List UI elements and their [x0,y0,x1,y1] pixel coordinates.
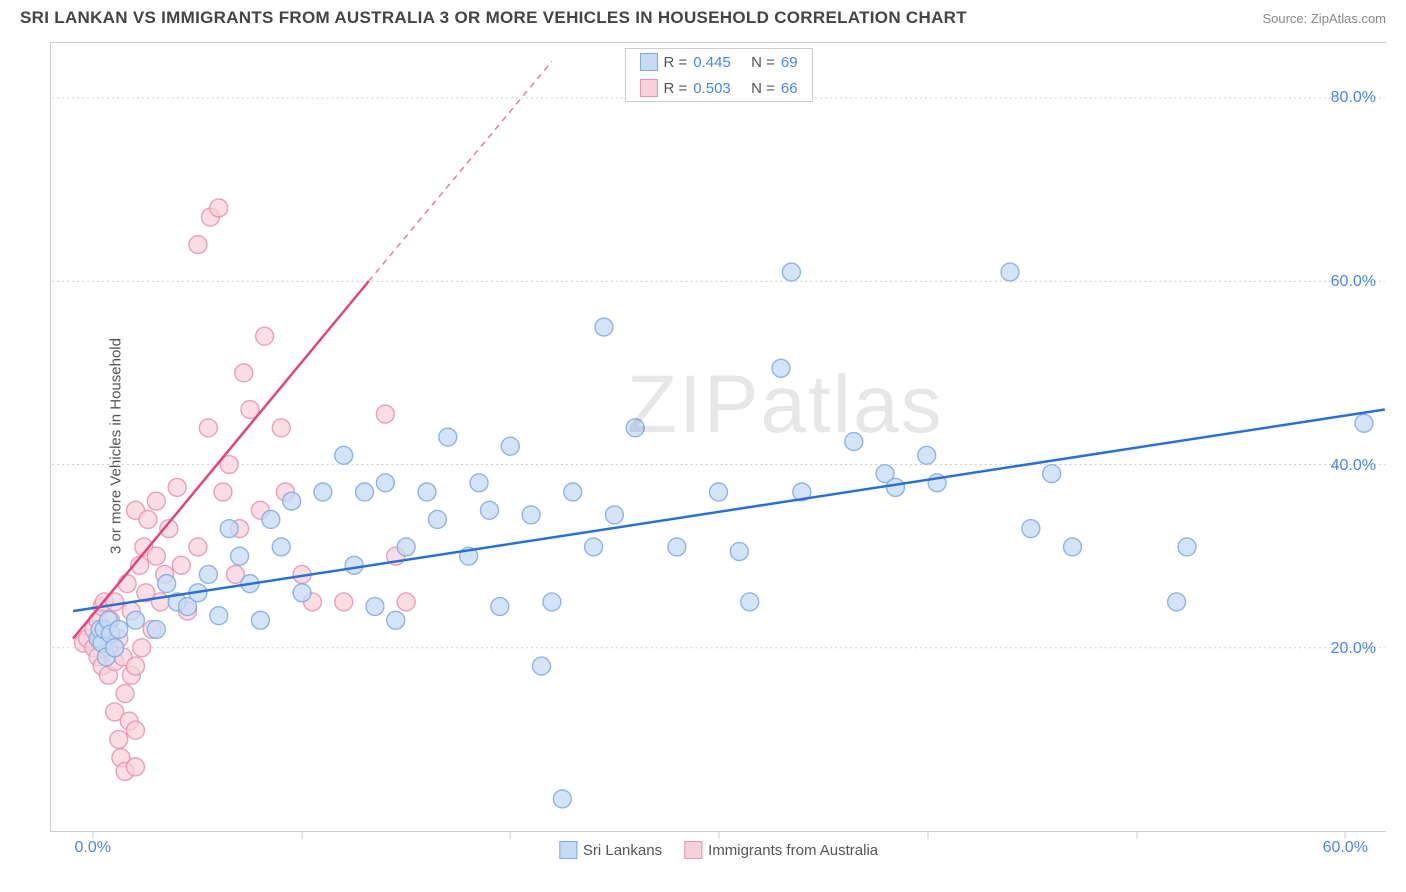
n-label: N = [751,54,775,71]
n-label: N = [751,80,775,97]
y-tick-label: 40.0% [1331,457,1376,475]
n-value: 69 [781,54,798,71]
y-tick-label: 60.0% [1331,273,1376,291]
r-value: 0.445 [693,54,731,71]
legend-row-sri-lankans: R = 0.445 N = 69 [625,49,811,75]
correlation-legend: R = 0.445 N = 69 R = 0.503 N = 66 [624,48,812,102]
x-tick-label: 60.0% [1323,839,1368,857]
x-tick-mark [301,831,302,839]
plot-area: ZIPatlas R = 0.445 N = 69 R = 0.503 N = … [50,42,1386,832]
series-legend: Sri Lankans Immigrants from Australia [559,841,878,859]
x-tick-mark [92,831,93,839]
scatter-plot-svg [51,43,1386,831]
x-tick-mark [719,831,720,839]
r-value: 0.503 [693,80,731,97]
legend-item-australia: Immigrants from Australia [684,841,878,859]
source-attribution: Source: ZipAtlas.com [1262,11,1386,26]
r-label: R = [663,54,687,71]
x-tick-mark [510,831,511,839]
y-tick-label: 80.0% [1331,89,1376,107]
legend-label: Immigrants from Australia [708,842,878,859]
swatch-sri-lankans [559,841,577,859]
x-tick-mark [1345,831,1346,839]
swatch-australia [684,841,702,859]
chart-title: SRI LANKAN VS IMMIGRANTS FROM AUSTRALIA … [20,8,967,28]
swatch-sri-lankans [639,53,657,71]
legend-label: Sri Lankans [583,842,662,859]
legend-item-sri-lankans: Sri Lankans [559,841,662,859]
r-label: R = [663,80,687,97]
legend-row-australia: R = 0.503 N = 66 [625,75,811,101]
swatch-australia [639,79,657,97]
n-value: 66 [781,80,798,97]
x-tick-label: 0.0% [75,839,111,857]
y-tick-label: 20.0% [1331,640,1376,658]
x-tick-mark [927,831,928,839]
x-tick-mark [1136,831,1137,839]
